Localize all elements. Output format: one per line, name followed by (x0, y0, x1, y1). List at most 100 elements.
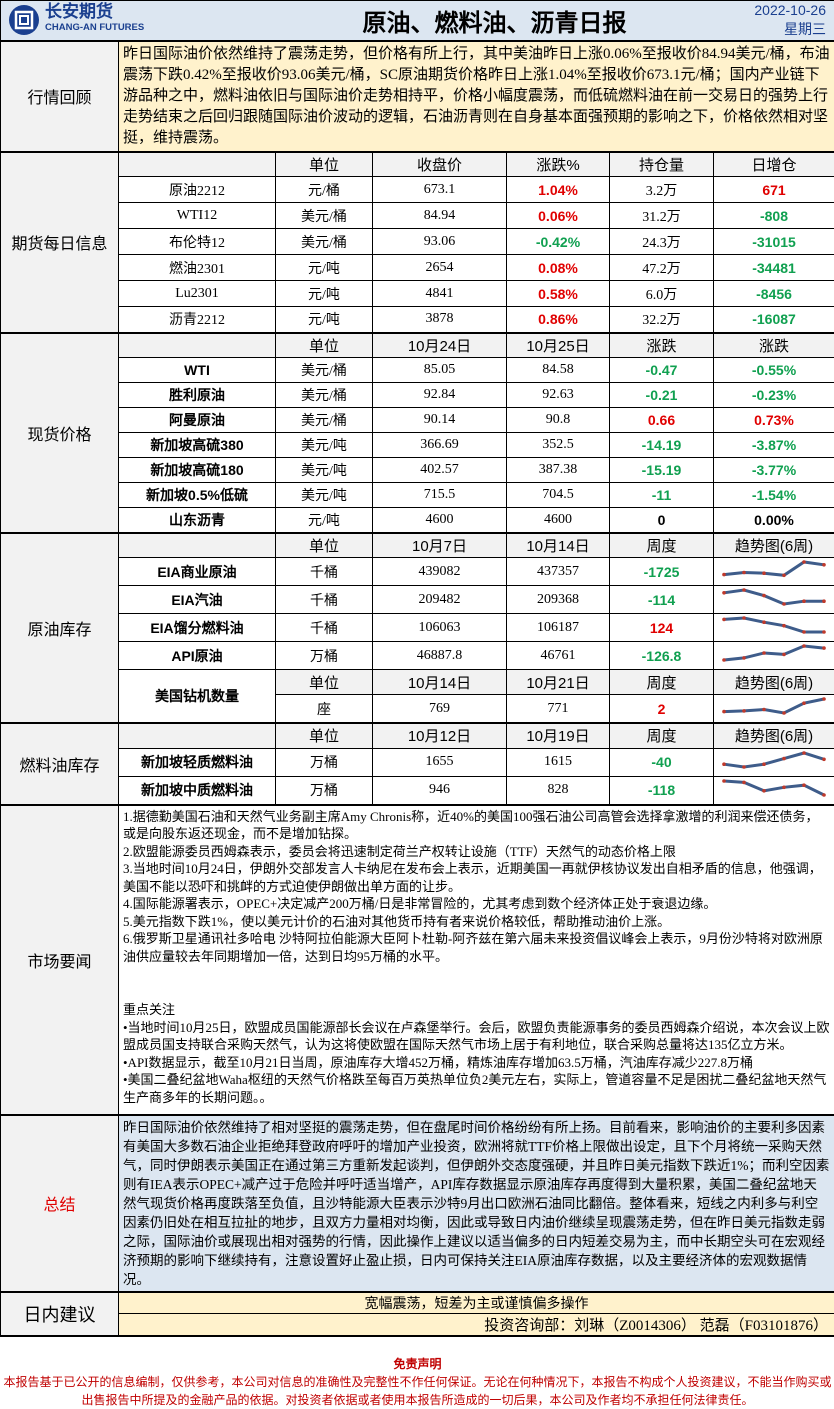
header-blank (119, 533, 276, 558)
rig-count-label: 美国钻机数量 (119, 670, 276, 724)
sparkline-point (742, 780, 746, 784)
header-blank (119, 152, 276, 177)
product: 山东沥青 (119, 508, 276, 533)
sparkline-point (742, 656, 746, 660)
oi-change: -808 (714, 203, 834, 229)
contract: 燃油2301 (119, 255, 276, 281)
unit: 元/吨 (276, 255, 373, 281)
change-pct: 0.08% (507, 255, 610, 281)
product: 胜利原油 (119, 383, 276, 408)
unit: 元/桶 (276, 177, 373, 203)
oi-change: -16087 (714, 307, 834, 333)
oi-change: -34481 (714, 255, 834, 281)
trend-cell (714, 558, 834, 586)
change: 0.66 (610, 408, 714, 433)
price-prev: 90.14 (373, 408, 507, 433)
trend-sparkline (718, 642, 830, 664)
change: -11 (610, 483, 714, 508)
column-header: 单位 (276, 333, 373, 358)
open-interest: 3.2万 (610, 177, 714, 203)
value-prev: 46887.8 (373, 642, 507, 670)
oi-change: -31015 (714, 229, 834, 255)
news-label: 市场要闻 (1, 805, 119, 1115)
sparkline-point (782, 574, 786, 578)
sparkline-point (782, 602, 786, 606)
trend-sparkline (718, 749, 830, 771)
product: API原油 (119, 642, 276, 670)
header-blank (119, 723, 276, 748)
contract: Lu2301 (119, 281, 276, 307)
column-header: 收盘价 (373, 152, 507, 177)
product: 新加坡轻质燃料油 (119, 748, 276, 776)
fuel-label: 燃料油库存 (1, 723, 119, 805)
unit: 元/吨 (276, 307, 373, 333)
change-pct: -1.54% (714, 483, 834, 508)
close: 673.1 (373, 177, 507, 203)
sparkline-point (762, 620, 766, 624)
value-prev: 439082 (373, 558, 507, 586)
price-prev: 4600 (373, 508, 507, 533)
value-curr: 209368 (507, 586, 610, 614)
price-curr: 704.5 (507, 483, 610, 508)
unit: 美元/桶 (276, 383, 373, 408)
sparkline-point (822, 599, 826, 603)
page-title: 原油、燃料油、沥青日报 (276, 1, 714, 41)
price-prev: 85.05 (373, 358, 507, 383)
unit: 万桶 (276, 642, 373, 670)
sparkline-point (722, 762, 726, 766)
weekly-change: -126.8 (610, 642, 714, 670)
review-label: 行情回顾 (1, 41, 119, 152)
column-header: 10月12日 (373, 723, 507, 748)
trend-cell (714, 642, 834, 670)
open-interest: 24.3万 (610, 229, 714, 255)
price-curr: 84.58 (507, 358, 610, 383)
unit: 美元/吨 (276, 483, 373, 508)
column-header: 周度 (610, 670, 714, 695)
spacer (123, 965, 830, 1001)
value-prev: 209482 (373, 586, 507, 614)
unit: 千桶 (276, 614, 373, 642)
column-header: 趋势图(6周) (714, 533, 834, 558)
unit: 万桶 (276, 748, 373, 776)
news-item: 4.国际能源署表示，OPEC+决定减产200万桶/日是非常冒险的，尤其考虑到数个… (123, 895, 830, 913)
change-pct: 1.04% (507, 177, 610, 203)
column-header: 单位 (276, 723, 373, 748)
sparkline-point (762, 594, 766, 598)
column-header: 10月21日 (507, 670, 610, 695)
sparkline-point (722, 779, 726, 783)
column-header: 趋势图(6周) (714, 723, 834, 748)
trend-sparkline (718, 777, 830, 799)
change-pct: 0.73% (714, 408, 834, 433)
sparkline-point (742, 709, 746, 713)
summary-label: 总结 (1, 1115, 119, 1292)
change: -0.21 (610, 383, 714, 408)
change-pct: 0.00% (714, 508, 834, 533)
column-header: 涨跌 (714, 333, 834, 358)
sparkline-line (724, 562, 824, 575)
trend-cell (714, 586, 834, 614)
unit: 美元/桶 (276, 408, 373, 433)
sparkline-line (724, 781, 824, 795)
column-header: 10月25日 (507, 333, 610, 358)
sparkline-point (762, 789, 766, 793)
product: 阿曼原油 (119, 408, 276, 433)
sparkline-point (782, 711, 786, 715)
close: 84.94 (373, 203, 507, 229)
disclaimer: 免责声明本报告基于已公开的信息编制，仅供参考，本公司对信息的准确性及完整性不作任… (1, 1336, 834, 1409)
open-interest: 32.2万 (610, 307, 714, 333)
unit: 座 (276, 695, 373, 724)
oi-change: -8456 (714, 281, 834, 307)
column-header: 10月14日 (507, 533, 610, 558)
unit: 美元/桶 (276, 229, 373, 255)
column-header: 10月7日 (373, 533, 507, 558)
